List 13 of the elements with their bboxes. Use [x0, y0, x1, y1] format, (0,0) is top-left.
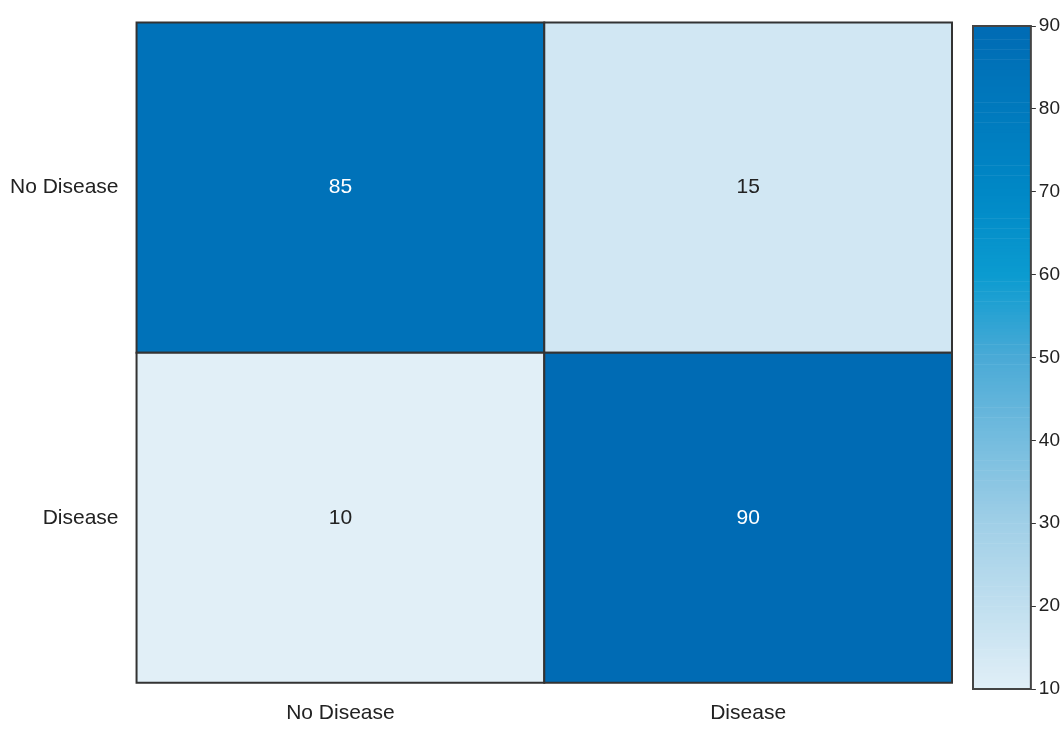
- color-bar-label: 20: [1038, 594, 1061, 616]
- color-bar-label: 30: [1038, 511, 1061, 533]
- data-label: 85: [328, 174, 353, 198]
- color-bar-label: 40: [1038, 428, 1061, 450]
- data-label: 10: [328, 504, 353, 528]
- color-bar-label: 70: [1038, 179, 1061, 201]
- color-bar-label: 80: [1038, 97, 1061, 119]
- data-label: 15: [736, 174, 760, 198]
- color-bar-label: 60: [1038, 262, 1061, 284]
- data-label: 90: [736, 504, 760, 528]
- color-bar-label: 90: [1038, 14, 1061, 36]
- color-bar-label: 50: [1038, 345, 1061, 367]
- color-bar-label: 10: [1038, 677, 1061, 699]
